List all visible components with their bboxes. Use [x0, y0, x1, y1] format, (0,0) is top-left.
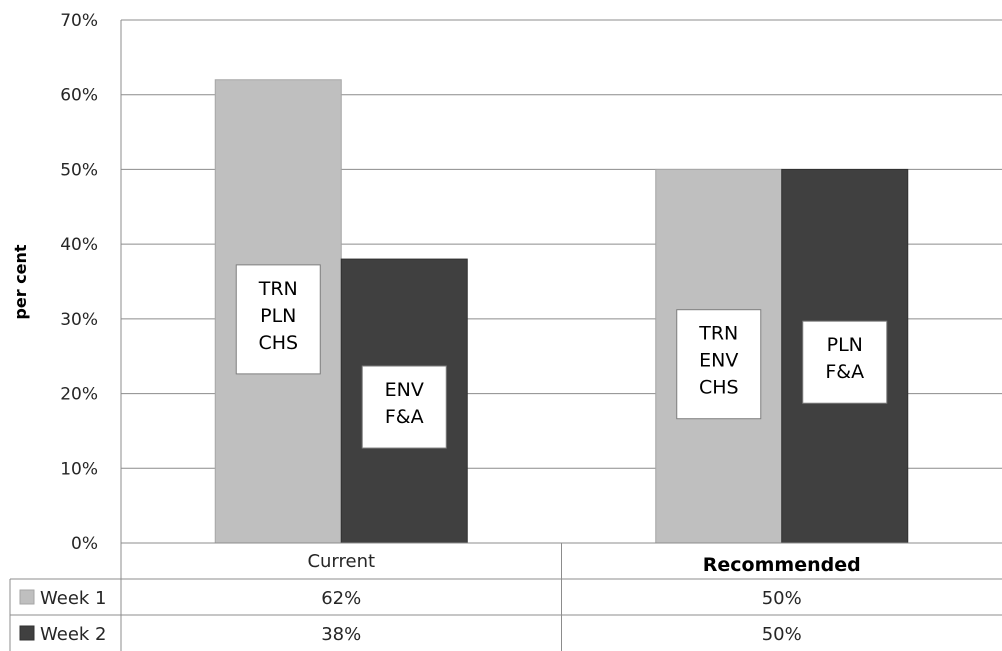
annotation-box-bg — [361, 365, 447, 449]
annotation-box-bg — [235, 264, 321, 375]
y-tick-label: 30% — [60, 310, 98, 330]
annotation-text: ENV — [385, 379, 424, 401]
annotation-text: PLN — [827, 334, 863, 356]
annotation-box: TRN ENV CHS — [676, 309, 762, 420]
annotation-text: CHS — [699, 377, 739, 399]
data-label: 50% — [762, 624, 802, 645]
y-tick-labels: 0% 10% 20% 30% 40% 50% 60% 70% — [60, 11, 98, 554]
data-label: 38% — [321, 624, 361, 645]
y-tick-label: 50% — [60, 160, 98, 180]
annotation-box: PLN F&A — [802, 320, 888, 404]
annotation-text: CHS — [258, 332, 298, 354]
data-table: Current Recommended Week 1 62% 50% Week 2 38% 5… — [9, 542, 1002, 651]
category-label: Current — [307, 551, 375, 572]
annotation-box: TRN PLN CHS — [235, 264, 321, 375]
annotation-text: PLN — [260, 305, 296, 327]
data-label: 62% — [321, 588, 361, 609]
y-axis-label: per cent — [11, 244, 30, 319]
legend-label: Week 1 — [40, 588, 107, 609]
y-tick-label: 40% — [60, 235, 98, 255]
y-tick-label: 0% — [71, 534, 98, 554]
annotation-box: ENV F&A — [361, 365, 447, 449]
annotation-text: TRN — [698, 323, 738, 345]
y-tick-label: 20% — [60, 385, 98, 405]
legend-swatch — [19, 589, 35, 605]
category-label: Recommended — [703, 554, 861, 576]
legend-label: Week 2 — [40, 624, 107, 645]
legend-swatch — [19, 625, 35, 641]
annotation-text: ENV — [699, 350, 738, 372]
annotation-text: TRN — [258, 278, 298, 300]
annotation-text: F&A — [825, 361, 864, 383]
data-label: 50% — [762, 588, 802, 609]
y-tick-label: 70% — [60, 11, 98, 31]
annotations-group: TRN PLN CHS ENV F&A TRN ENV CHS PLN F&A — [235, 264, 888, 449]
annotation-box-bg — [676, 309, 762, 420]
y-tick-label: 60% — [60, 86, 98, 106]
annotation-text: F&A — [385, 406, 424, 428]
y-tick-label: 10% — [60, 459, 98, 479]
annotation-box-bg — [802, 320, 888, 404]
